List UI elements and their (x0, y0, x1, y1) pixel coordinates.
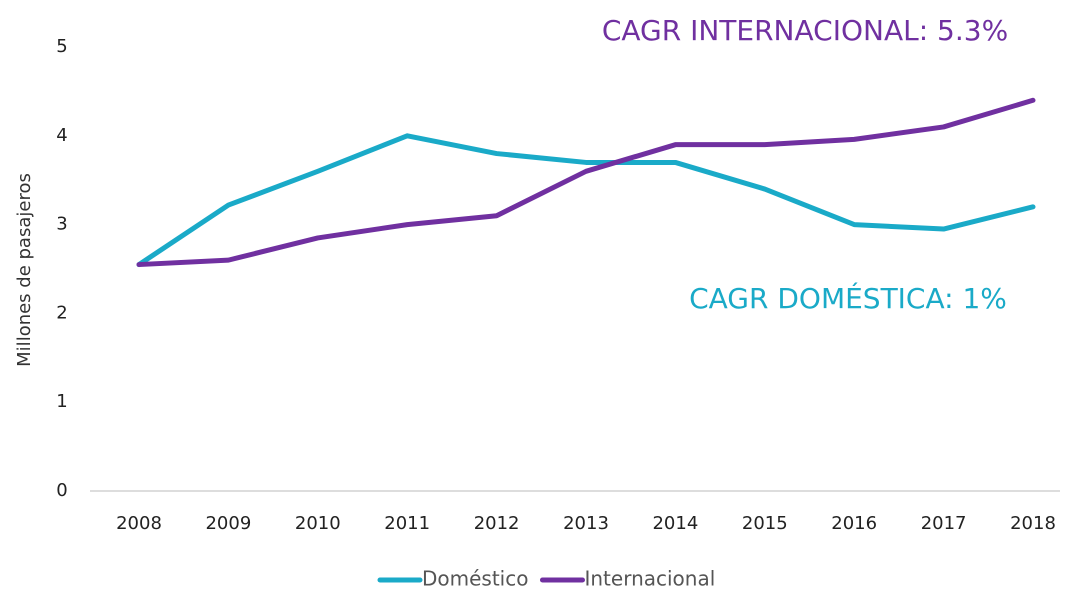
legend-label: Internacional (584, 567, 715, 591)
line-series (136, 97, 1036, 268)
annotation: CAGR DOMÉSTICA: 1% (689, 281, 1007, 315)
x-tick-label: 2013 (563, 513, 609, 534)
x-tick-label: 2015 (742, 513, 788, 534)
x-tick-label: 2016 (831, 513, 877, 534)
legend-label: Doméstico (422, 567, 528, 591)
annotation: CAGR INTERNACIONAL: 5.3% (602, 14, 1008, 47)
x-tick-label: 2017 (921, 513, 967, 534)
y-tick-label: 3 (56, 214, 67, 235)
y-tick-label: 5 (56, 36, 67, 57)
x-tick-label: 2012 (474, 513, 520, 534)
x-tick-label: 2011 (384, 513, 430, 534)
y-tick-label: 0 (56, 480, 67, 501)
x-tick-label: 2009 (205, 513, 251, 534)
x-tick-label: 2014 (652, 513, 698, 534)
x-tick-label: 2018 (1010, 513, 1056, 534)
y-tick-label: 1 (56, 391, 67, 412)
y-axis-label: Millones de pasajeros (14, 173, 35, 367)
x-tick-label: 2008 (116, 513, 162, 534)
x-tick-label: 2010 (295, 513, 341, 534)
y-tick-label: 4 (56, 125, 67, 146)
line-series (136, 133, 1036, 268)
y-tick-label: 2 (56, 302, 67, 323)
